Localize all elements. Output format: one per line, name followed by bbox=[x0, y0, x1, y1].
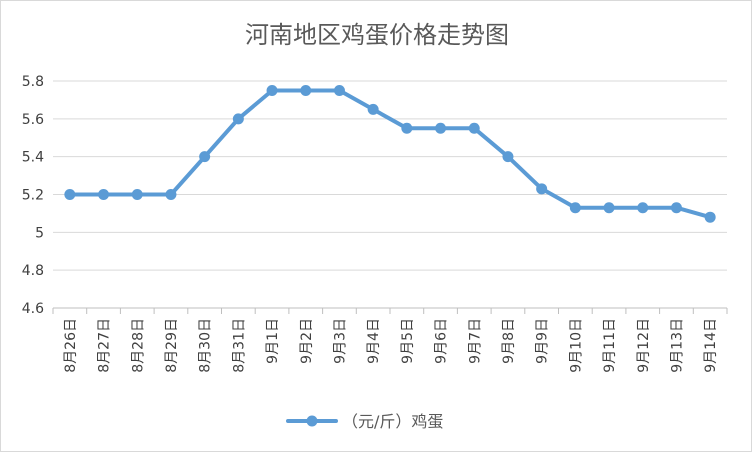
x-tick-label: 8月26日 bbox=[63, 318, 79, 373]
x-tick-label: 8月29日 bbox=[164, 318, 180, 373]
y-tick-label: 5.4 bbox=[22, 150, 44, 166]
data-point bbox=[704, 211, 716, 223]
x-tick-label: 9月10日 bbox=[568, 318, 584, 373]
x-tick-label: 9月7日 bbox=[467, 318, 483, 364]
y-tick-label: 4.8 bbox=[22, 263, 44, 279]
x-tick-label: 9月1日 bbox=[265, 318, 281, 364]
data-point bbox=[165, 189, 177, 200]
x-tick-label: 9月11日 bbox=[602, 318, 618, 373]
x-tick-label: 8月31日 bbox=[231, 318, 247, 373]
y-tick-label: 5.8 bbox=[22, 74, 44, 90]
x-axis-ticks: 8月26日 8月27日 8月28日 8月29日 8月30日 8月31日 9月1日 9月2日 9月… bbox=[52, 308, 728, 373]
data-point bbox=[468, 122, 480, 134]
data-point bbox=[300, 84, 312, 96]
data-point bbox=[199, 151, 211, 163]
x-tick-label: 9月8日 bbox=[501, 318, 517, 364]
legend-marker bbox=[306, 415, 318, 427]
x-tick-label: 9月9日 bbox=[535, 318, 551, 364]
x-tick-label: 8月28日 bbox=[130, 318, 146, 373]
data-point bbox=[637, 202, 649, 214]
x-tick-label: 8月30日 bbox=[198, 318, 214, 373]
data-point bbox=[64, 189, 76, 200]
data-point bbox=[603, 202, 615, 214]
data-point bbox=[435, 122, 447, 134]
data-point bbox=[569, 202, 581, 214]
x-tick-label: 9月6日 bbox=[434, 318, 450, 364]
data-point bbox=[670, 202, 682, 214]
y-tick-label: 4.6 bbox=[22, 301, 44, 317]
x-tick-label: 9月12日 bbox=[636, 318, 652, 373]
data-point bbox=[367, 103, 379, 115]
data-point bbox=[131, 189, 143, 200]
x-tick-label: 9月14日 bbox=[703, 318, 719, 373]
y-tick-label: 5.2 bbox=[22, 188, 44, 204]
x-tick-label: 9月3日 bbox=[332, 318, 348, 364]
data-point bbox=[502, 151, 514, 163]
x-tick-label: 9月4日 bbox=[366, 318, 382, 364]
legend: （元/斤）鸡蛋 bbox=[286, 412, 443, 431]
data-point bbox=[401, 122, 413, 134]
x-tick-label: 8月27日 bbox=[97, 318, 113, 373]
series-line bbox=[67, 88, 713, 220]
data-point bbox=[98, 189, 110, 200]
x-tick-label: 9月2日 bbox=[299, 318, 315, 364]
y-tick-label: 5 bbox=[35, 225, 44, 241]
data-point bbox=[536, 183, 548, 195]
legend-label: （元/斤）鸡蛋 bbox=[342, 412, 443, 431]
data-point bbox=[333, 84, 345, 96]
data-point bbox=[266, 84, 278, 96]
y-tick-label: 5.6 bbox=[22, 112, 44, 128]
x-tick-label: 9月5日 bbox=[400, 318, 416, 364]
x-tick-label: 9月13日 bbox=[669, 318, 685, 373]
data-point bbox=[232, 113, 244, 125]
series-layer bbox=[64, 84, 716, 223]
chart-title: 河南地区鸡蛋价格走势图 bbox=[245, 21, 509, 49]
y-axis-ticks: 4.6 4.8 5 5.2 5.4 5.6 5.8 bbox=[22, 74, 44, 317]
